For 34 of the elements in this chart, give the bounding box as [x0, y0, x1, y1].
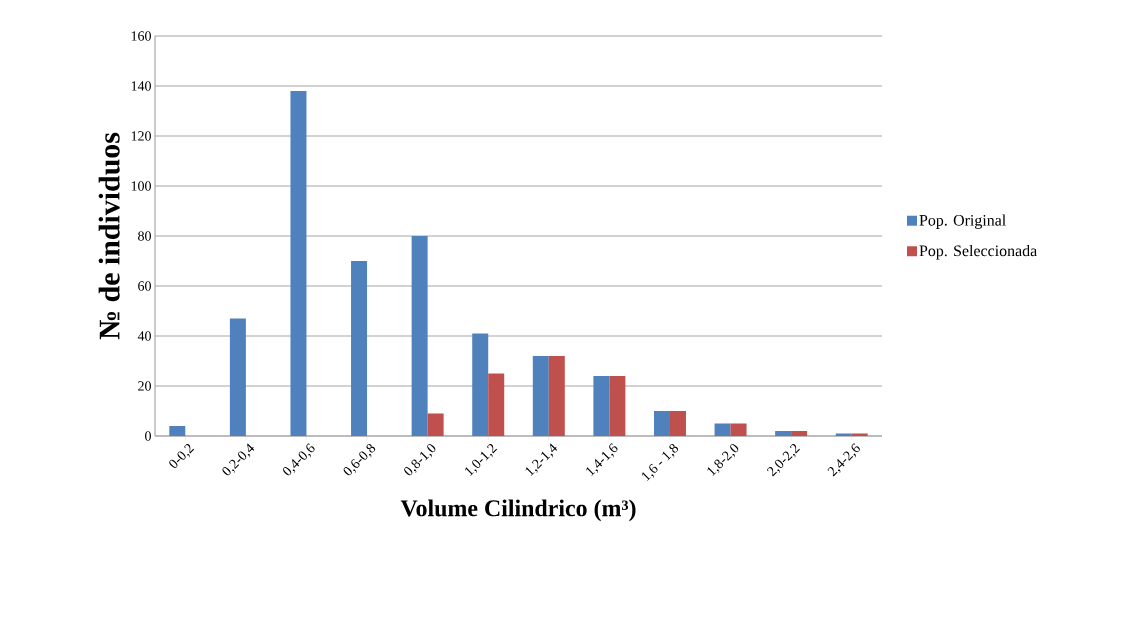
bar	[351, 260, 368, 436]
bar	[714, 423, 731, 436]
bar	[229, 318, 246, 436]
y-tick-label: 140	[131, 81, 151, 91]
legend-label: Pop. Original	[919, 214, 1006, 229]
bar	[411, 235, 428, 436]
bar	[775, 430, 792, 436]
bar	[472, 333, 489, 436]
y-tick-label: 120	[131, 131, 151, 141]
bar	[669, 410, 686, 436]
bar	[290, 90, 307, 436]
bar	[427, 413, 444, 436]
bar	[593, 375, 610, 436]
y-tick-label: 20	[138, 381, 151, 391]
bar	[791, 430, 808, 436]
bar	[653, 410, 670, 436]
y-tick-label: 60	[138, 281, 151, 291]
bar	[532, 355, 549, 436]
y-tick-label: 40	[137, 331, 151, 341]
bar	[169, 425, 186, 436]
bar	[609, 375, 626, 436]
y-axis-title: № de individuos	[98, 132, 120, 340]
y-tick-label: 80	[138, 231, 151, 241]
y-tick-label: 0	[145, 431, 151, 441]
bar	[488, 373, 505, 436]
x-axis-title: Volume Cilindrico (m³)	[400, 499, 636, 522]
y-tick-label: 100	[131, 181, 151, 191]
bar	[835, 433, 852, 436]
bar	[851, 433, 868, 436]
bar	[730, 423, 747, 436]
y-tick-label: 160	[131, 31, 151, 41]
x-tick-label: 1,6 - 1,8	[641, 443, 679, 481]
legend-label: Pop. Seleccionada	[919, 244, 1037, 260]
bar	[548, 355, 565, 436]
